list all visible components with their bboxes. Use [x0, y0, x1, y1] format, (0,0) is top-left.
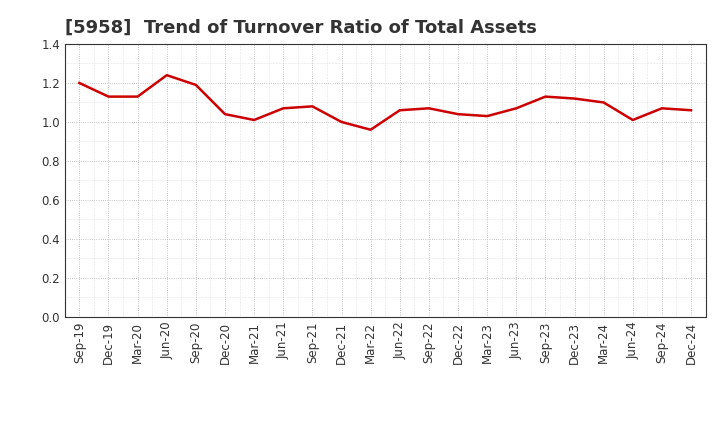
Text: [5958]  Trend of Turnover Ratio of Total Assets: [5958] Trend of Turnover Ratio of Total …	[65, 19, 536, 37]
